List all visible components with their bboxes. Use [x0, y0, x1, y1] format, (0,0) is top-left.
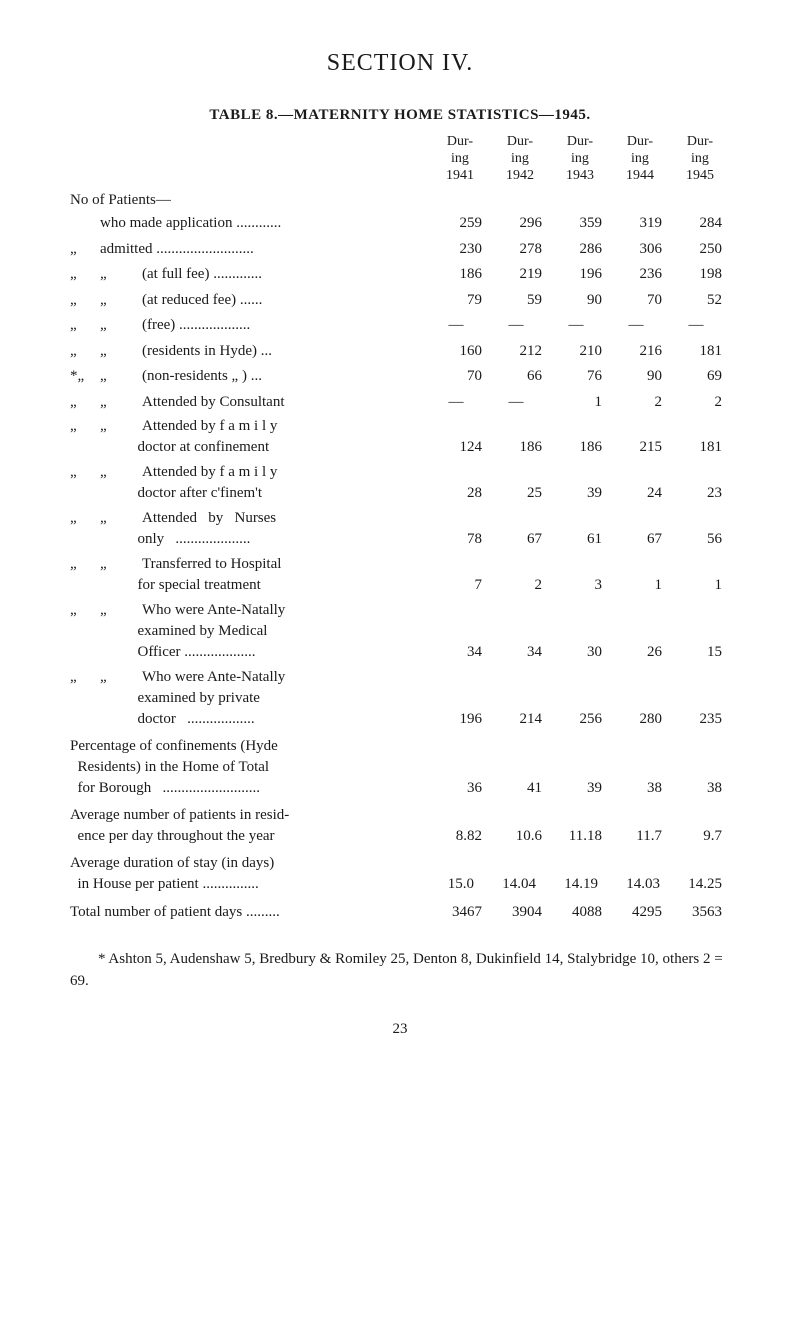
row-label: „„Who were Ante-Natally examined by priv…	[70, 667, 430, 730]
row-label: *„„(non-residents „ ) ...	[70, 365, 430, 388]
row-label: Average number of patients in resid- enc…	[70, 805, 430, 847]
table-row: Percentage of confinements (Hyde Residen…	[70, 736, 730, 799]
section-title: SECTION IV.	[70, 50, 730, 77]
table-row: „„(residents in Hyde) ... 160 212 210 21…	[70, 340, 730, 363]
ditto-mark: „	[100, 314, 142, 337]
table-row: „„Attended by f a m i l y doctor at conf…	[70, 416, 730, 458]
ditto-mark: „	[100, 263, 142, 286]
ditto-mark: „	[100, 289, 142, 312]
row-label: „„(residents in Hyde) ...	[70, 340, 430, 363]
table-row: Average number of patients in resid- enc…	[70, 805, 730, 847]
row-label: „„Attended by f a m i l y doctor at conf…	[70, 416, 430, 458]
row-label: Average duration of stay (in days) in Ho…	[70, 853, 430, 895]
ditto-mark: „	[70, 391, 100, 414]
row-label: „„Attended by Nurses only ..............…	[70, 508, 430, 550]
row-label: „„Attended by f a m i l y doctor after c…	[70, 462, 430, 504]
table-row: „„(free) ................... — — — — —	[70, 314, 730, 337]
column-headers: Dur- ing 1941 Dur- ing 1942 Dur- ing 194…	[70, 134, 730, 184]
footnote: * Ashton 5, Audenshaw 5, Bredbury & Romi…	[70, 948, 730, 993]
col-header-2: Dur- ing 1942	[490, 134, 550, 184]
ditto-mark: „	[70, 238, 100, 261]
row-label: Percentage of confinements (Hyde Residen…	[70, 736, 430, 799]
ditto-mark: „	[100, 391, 142, 414]
table-row: Average duration of stay (in days) in Ho…	[70, 853, 730, 895]
table-row: „„Transferred to Hospital for special tr…	[70, 554, 730, 596]
ditto-mark: „	[100, 508, 142, 529]
col-header-1: Dur- ing 1941	[430, 134, 490, 184]
table-row: „„Who were Ante-Natally examined by Medi…	[70, 600, 730, 663]
ditto-mark: „	[70, 289, 100, 312]
ditto-mark: „	[70, 508, 100, 529]
table-row: „„(at reduced fee) ...... 79 59 90 70 52	[70, 289, 730, 312]
ditto-mark-star: *„	[70, 365, 100, 388]
row-label: „„(at full fee) .............	[70, 263, 430, 286]
ditto-mark: „	[100, 667, 142, 688]
row-label: „„(free) ...................	[70, 314, 430, 337]
table-row: „„Who were Ante-Natally examined by priv…	[70, 667, 730, 730]
col-header-3: Dur- ing 1943	[550, 134, 610, 184]
row-label: who made application ............	[70, 212, 430, 235]
table-row: who made application ............ 259 29…	[70, 212, 730, 235]
col-header-4: Dur- ing 1944	[610, 134, 670, 184]
row-label: „admitted ..........................	[70, 238, 430, 261]
row-label: „„Transferred to Hospital for special tr…	[70, 554, 430, 596]
table-row: „„Attended by f a m i l y doctor after c…	[70, 462, 730, 504]
heading-no-of-patients: No of Patients—	[70, 192, 730, 209]
table-title: TABLE 8.—MATERNITY HOME STATISTICS—1945.	[70, 107, 730, 124]
table-row: „„Attended by Nurses only ..............…	[70, 508, 730, 550]
row-label: „„Attended by Consultant	[70, 391, 430, 414]
ditto-mark: „	[70, 340, 100, 363]
ditto-mark: „	[100, 340, 142, 363]
table-row: „„Attended by Consultant — — 1 2 2	[70, 391, 730, 414]
ditto-mark: „	[70, 314, 100, 337]
row-label: „„(at reduced fee) ......	[70, 289, 430, 312]
ditto-mark: „	[100, 554, 142, 575]
row-label: „„Who were Ante-Natally examined by Medi…	[70, 600, 430, 663]
table-row: „„(at full fee) ............. 186 219 19…	[70, 263, 730, 286]
ditto-mark: „	[70, 416, 100, 437]
table-row: „admitted .......................... 230…	[70, 238, 730, 261]
page-number: 23	[70, 1021, 730, 1038]
table-row: *„„(non-residents „ ) ... 70 66 76 90 69	[70, 365, 730, 388]
ditto-mark: „	[70, 667, 100, 688]
ditto-mark: „	[70, 600, 100, 621]
table-row: Total number of patient days ......... 3…	[70, 901, 730, 924]
ditto-mark: „	[70, 263, 100, 286]
ditto-mark: „	[70, 462, 100, 483]
ditto-mark: „	[70, 554, 100, 575]
ditto-mark: „	[100, 365, 142, 388]
ditto-mark: „	[100, 600, 142, 621]
col-header-5: Dur- ing 1945	[670, 134, 730, 184]
ditto-mark: „	[100, 416, 142, 437]
row-label: Total number of patient days .........	[70, 901, 430, 924]
ditto-mark: „	[100, 462, 142, 483]
